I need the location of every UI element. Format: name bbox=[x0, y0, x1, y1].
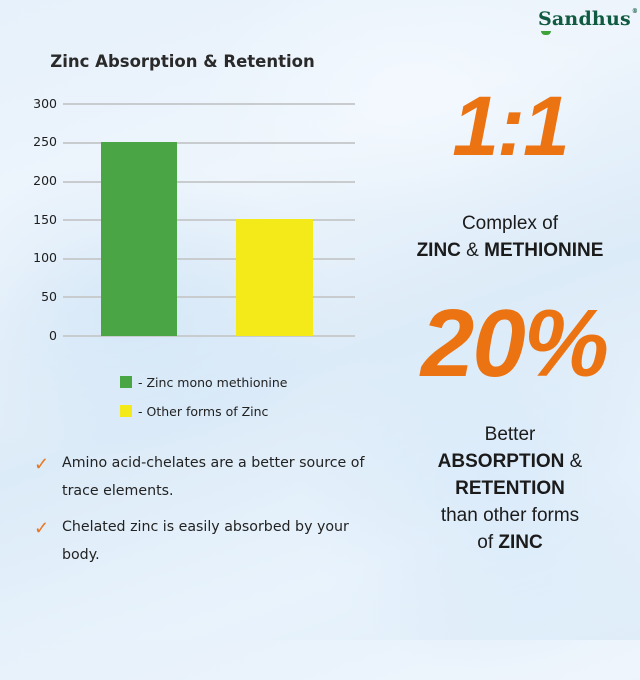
of-text: of bbox=[477, 532, 499, 553]
check-icon: ✓ bbox=[34, 518, 50, 538]
complex-label: Complex of bbox=[461, 213, 559, 234]
check-icon: ✓ bbox=[34, 454, 50, 474]
retention-text: RETENTION bbox=[455, 478, 565, 499]
y-tick-label: 300 bbox=[33, 96, 57, 111]
gridline bbox=[63, 296, 355, 298]
legend-swatch-green bbox=[120, 376, 132, 388]
gridline bbox=[63, 103, 355, 105]
legend-item: - Zinc mono methionine bbox=[120, 374, 287, 390]
gridline bbox=[63, 142, 355, 144]
bar-other-forms-of-zinc bbox=[236, 219, 313, 336]
list-item: ✓ Chelated zinc is easily absorbed by yo… bbox=[34, 519, 374, 569]
zinc-text: ZINC bbox=[498, 532, 543, 553]
better-text: Better bbox=[484, 424, 536, 445]
chart-title: Zinc Absorption & Retention bbox=[50, 52, 315, 71]
leaf-icon bbox=[541, 31, 551, 35]
ratio-headline: 1:1 bbox=[452, 79, 569, 173]
list-item: ✓ Amino acid-chelates are a better sourc… bbox=[34, 455, 374, 505]
brand-logo: Sandhus® bbox=[538, 8, 639, 35]
background-wash bbox=[300, 300, 640, 680]
bullet-text: Chelated zinc is easily absorbed by your… bbox=[62, 519, 349, 563]
legend-swatch-yellow bbox=[120, 405, 132, 417]
registered-mark: ® bbox=[631, 8, 639, 15]
gridline bbox=[63, 181, 355, 183]
chart-legend: - Zinc mono methionine - Other forms of … bbox=[120, 374, 287, 432]
bar-zinc-mono-methionine bbox=[101, 142, 177, 336]
y-tick-label: 150 bbox=[33, 212, 57, 227]
background-wash bbox=[200, 0, 620, 220]
ampersand: & bbox=[460, 240, 485, 261]
benefits-list: ✓ Amino acid-chelates are a better sourc… bbox=[34, 455, 374, 583]
complex-components: ZINC & METHIONINE bbox=[380, 240, 640, 262]
bar-chart: 300 250 200 150 100 50 0 bbox=[0, 0, 370, 360]
y-tick-label: 50 bbox=[41, 289, 57, 304]
zinc-label: ZINC bbox=[416, 240, 461, 261]
absorption-text: ABSORPTION bbox=[437, 451, 565, 472]
benefit-statement: Better ABSORPTION & RETENTION than other… bbox=[380, 421, 640, 556]
bullet-text: Amino acid-chelates are a better source … bbox=[62, 455, 365, 499]
gridline bbox=[63, 335, 355, 337]
legend-label: - Zinc mono methionine bbox=[138, 374, 288, 390]
than-other-text: than other forms bbox=[440, 505, 580, 526]
legend-label: - Other forms of Zinc bbox=[138, 403, 269, 419]
percent-headline: 20% bbox=[420, 290, 609, 397]
y-tick-label: 100 bbox=[33, 250, 57, 265]
logo-text: Sandhus bbox=[538, 8, 631, 30]
y-tick-label: 250 bbox=[33, 134, 57, 149]
y-tick-label: 0 bbox=[49, 328, 57, 343]
gridline bbox=[63, 219, 355, 221]
of-zinc-line: of ZINC bbox=[380, 529, 640, 556]
legend-item: - Other forms of Zinc bbox=[120, 403, 287, 419]
ampersand: & bbox=[564, 451, 583, 472]
retention-line: RETENTION bbox=[380, 475, 640, 502]
gridline bbox=[63, 258, 355, 260]
y-tick-label: 200 bbox=[33, 173, 57, 188]
methionine-label: METHIONINE bbox=[484, 240, 604, 261]
absorption-line: ABSORPTION & bbox=[380, 448, 640, 475]
